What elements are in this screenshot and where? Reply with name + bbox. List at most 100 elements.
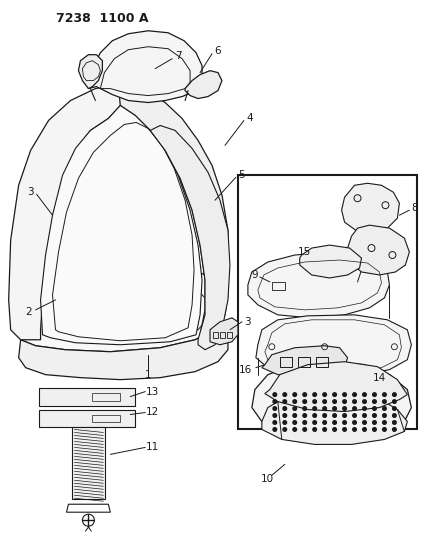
Circle shape: [303, 427, 306, 431]
Circle shape: [383, 427, 386, 431]
Circle shape: [273, 407, 276, 410]
Circle shape: [293, 407, 297, 410]
Circle shape: [283, 414, 287, 417]
Polygon shape: [118, 85, 228, 340]
Circle shape: [363, 427, 366, 431]
Circle shape: [273, 427, 276, 431]
Text: 7238  1100 A: 7238 1100 A: [56, 12, 148, 25]
Circle shape: [363, 421, 366, 424]
Polygon shape: [210, 318, 238, 345]
Text: 9: 9: [252, 270, 258, 280]
Circle shape: [373, 407, 376, 410]
Circle shape: [323, 421, 327, 424]
Circle shape: [353, 414, 357, 417]
Circle shape: [303, 407, 306, 410]
Circle shape: [283, 421, 287, 424]
Circle shape: [333, 400, 336, 403]
Circle shape: [363, 407, 366, 410]
Text: 15: 15: [298, 247, 311, 257]
Circle shape: [303, 400, 306, 403]
Polygon shape: [72, 427, 105, 499]
Circle shape: [303, 393, 306, 397]
Circle shape: [383, 393, 386, 397]
Polygon shape: [39, 387, 135, 406]
Circle shape: [273, 393, 276, 397]
Circle shape: [313, 427, 316, 431]
Circle shape: [392, 400, 396, 403]
Circle shape: [373, 427, 376, 431]
Circle shape: [303, 414, 306, 417]
Circle shape: [293, 421, 297, 424]
Text: 16: 16: [239, 365, 253, 375]
Circle shape: [353, 407, 357, 410]
Polygon shape: [262, 346, 348, 378]
Text: 13: 13: [146, 386, 159, 397]
Circle shape: [333, 407, 336, 410]
Circle shape: [333, 427, 336, 431]
Circle shape: [343, 393, 346, 397]
Circle shape: [313, 393, 316, 397]
Text: 5: 5: [238, 171, 245, 180]
Polygon shape: [150, 125, 230, 350]
Circle shape: [323, 393, 327, 397]
Circle shape: [373, 393, 376, 397]
Text: 3: 3: [27, 187, 34, 197]
Text: 14: 14: [373, 373, 386, 383]
Circle shape: [383, 414, 386, 417]
Polygon shape: [348, 225, 409, 275]
Polygon shape: [39, 409, 135, 427]
Polygon shape: [89, 31, 202, 102]
Text: 4: 4: [247, 114, 253, 124]
Circle shape: [293, 427, 297, 431]
Circle shape: [392, 393, 396, 397]
Circle shape: [343, 427, 346, 431]
Circle shape: [283, 427, 287, 431]
Polygon shape: [19, 330, 228, 379]
Circle shape: [392, 421, 396, 424]
Polygon shape: [300, 245, 362, 278]
Polygon shape: [252, 362, 411, 438]
Circle shape: [343, 421, 346, 424]
Circle shape: [392, 407, 396, 410]
Circle shape: [323, 400, 327, 403]
Polygon shape: [41, 106, 202, 345]
Circle shape: [373, 414, 376, 417]
Circle shape: [313, 421, 316, 424]
Circle shape: [283, 393, 287, 397]
Text: 1: 1: [145, 370, 152, 379]
Circle shape: [353, 400, 357, 403]
Circle shape: [343, 407, 346, 410]
Circle shape: [313, 407, 316, 410]
Polygon shape: [185, 71, 222, 99]
Circle shape: [333, 414, 336, 417]
Circle shape: [283, 407, 287, 410]
Text: 6: 6: [215, 46, 221, 56]
Circle shape: [392, 414, 396, 417]
Circle shape: [273, 414, 276, 417]
Polygon shape: [9, 85, 125, 340]
Circle shape: [353, 427, 357, 431]
Text: 2: 2: [25, 307, 32, 317]
Text: 7: 7: [175, 51, 181, 61]
Text: 8: 8: [411, 203, 418, 213]
Polygon shape: [342, 183, 399, 232]
Polygon shape: [78, 55, 102, 88]
Circle shape: [323, 427, 327, 431]
Bar: [238, 175, 417, 430]
Text: 12: 12: [146, 407, 159, 416]
Circle shape: [313, 400, 316, 403]
Circle shape: [273, 421, 276, 424]
Circle shape: [293, 400, 297, 403]
Polygon shape: [256, 315, 411, 377]
Circle shape: [363, 393, 366, 397]
Circle shape: [303, 421, 306, 424]
Circle shape: [323, 407, 327, 410]
Circle shape: [333, 393, 336, 397]
Circle shape: [323, 414, 327, 417]
Polygon shape: [19, 262, 228, 352]
Circle shape: [343, 400, 346, 403]
Polygon shape: [248, 252, 389, 318]
Circle shape: [353, 421, 357, 424]
Circle shape: [353, 393, 357, 397]
Circle shape: [293, 414, 297, 417]
